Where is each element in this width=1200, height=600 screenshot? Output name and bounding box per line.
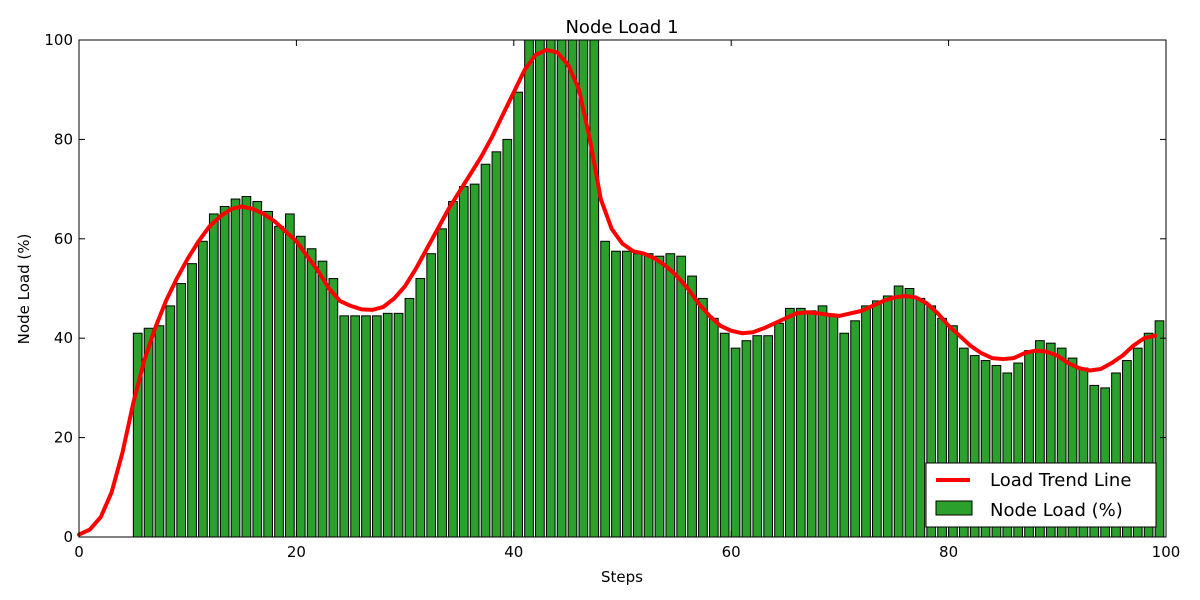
- bar-63: [763, 335, 774, 538]
- bar-40: [513, 91, 523, 538]
- bar-47: [589, 39, 600, 538]
- bar-16: [252, 201, 263, 538]
- x-axis-label: Steps: [601, 568, 643, 586]
- bar-73: [872, 300, 882, 538]
- legend-box: [925, 462, 1157, 528]
- bar-19: [285, 213, 295, 538]
- bar-75: [893, 285, 904, 538]
- bar-27: [371, 315, 382, 538]
- y-tick-label-0: 0: [63, 528, 73, 546]
- bar-54: [665, 253, 676, 538]
- x-tick-label-40: 40: [504, 543, 523, 561]
- x-tick-label-0: 0: [74, 543, 84, 561]
- trend-line-series: [77, 47, 1158, 537]
- chart-title: Node Load 1: [565, 17, 678, 38]
- bar-7: [154, 325, 165, 538]
- bar-42: [535, 39, 545, 538]
- bar-44: [556, 39, 567, 538]
- bar-72: [861, 305, 871, 538]
- bar-49: [611, 250, 621, 538]
- y-axis-label: Node Load (%): [15, 234, 33, 345]
- x-tick-label-80: 80: [939, 543, 958, 561]
- bar-62: [752, 335, 763, 538]
- bar-51: [632, 253, 643, 538]
- bar-69: [828, 315, 839, 538]
- plot-frame: [78, 39, 1167, 538]
- bar-59: [719, 332, 730, 538]
- legend-bar-swatch: [935, 500, 973, 516]
- bar-30: [404, 297, 415, 538]
- bar-23: [328, 278, 339, 538]
- bar-37: [480, 163, 491, 538]
- legend-label-load: Node Load (%): [990, 500, 1123, 521]
- x-tick-label-20: 20: [287, 543, 306, 561]
- bar-68: [817, 305, 828, 538]
- legend: Load Trend Line Node Load (%): [925, 462, 1157, 528]
- axis-ticks: 0 20 40 60 80 100 0 20 40 60 80 100: [44, 31, 1180, 561]
- bar-25: [350, 315, 360, 538]
- bar-15: [241, 196, 252, 538]
- bar-13: [219, 206, 230, 538]
- bar-60: [730, 347, 741, 538]
- y-tick-label-80: 80: [54, 130, 73, 148]
- bar-66: [795, 307, 806, 538]
- bar-29: [393, 312, 404, 538]
- bar-8: [165, 305, 176, 538]
- bar-26: [361, 315, 371, 538]
- bar-61: [741, 340, 752, 538]
- bar-43: [545, 39, 556, 538]
- bar-36: [469, 183, 480, 538]
- bar-34: [448, 201, 458, 538]
- legend-label-trend: Load Trend Line: [990, 470, 1131, 491]
- bar-5: [132, 332, 143, 538]
- y-tick-label-60: 60: [54, 230, 73, 248]
- bar-24: [339, 315, 350, 538]
- bar-39: [502, 138, 513, 538]
- bar-64: [774, 322, 784, 538]
- bar-70: [839, 332, 850, 538]
- bar-52: [643, 253, 654, 538]
- y-tick-label-40: 40: [54, 329, 73, 347]
- bar-67: [806, 310, 817, 538]
- bar-10: [187, 263, 197, 538]
- bar-9: [176, 283, 187, 538]
- bar-48: [600, 240, 610, 538]
- bar-50: [622, 250, 632, 538]
- bar-14: [230, 198, 241, 538]
- bar-57: [698, 297, 708, 538]
- bar-18: [274, 225, 284, 538]
- y-tick-label-100: 100: [44, 31, 73, 49]
- bar-56: [687, 275, 697, 538]
- y-tick-label-20: 20: [54, 429, 73, 447]
- bar-71: [850, 320, 860, 538]
- bar-22: [317, 260, 328, 538]
- bar-32: [426, 253, 437, 538]
- bar-28: [382, 312, 393, 538]
- bar-35: [458, 186, 469, 538]
- bar-12: [208, 213, 219, 538]
- trend-line: [77, 47, 1158, 537]
- bar-58: [708, 317, 719, 538]
- bar-65: [785, 307, 795, 538]
- bar-38: [491, 151, 502, 538]
- bar-33: [437, 228, 447, 538]
- bar-74: [882, 295, 893, 538]
- x-tick-label-60: 60: [722, 543, 741, 561]
- bar-45: [567, 39, 578, 538]
- bar-53: [654, 255, 665, 538]
- bar-31: [415, 278, 426, 538]
- bar-20: [295, 235, 306, 538]
- bar-77: [915, 297, 926, 538]
- bar-21: [306, 248, 317, 538]
- bar-76: [904, 288, 915, 538]
- bar-17: [263, 210, 273, 538]
- bar-11: [198, 240, 208, 538]
- bar-41: [524, 39, 534, 538]
- bar-55: [676, 255, 687, 538]
- x-tick-label-100: 100: [1152, 543, 1181, 561]
